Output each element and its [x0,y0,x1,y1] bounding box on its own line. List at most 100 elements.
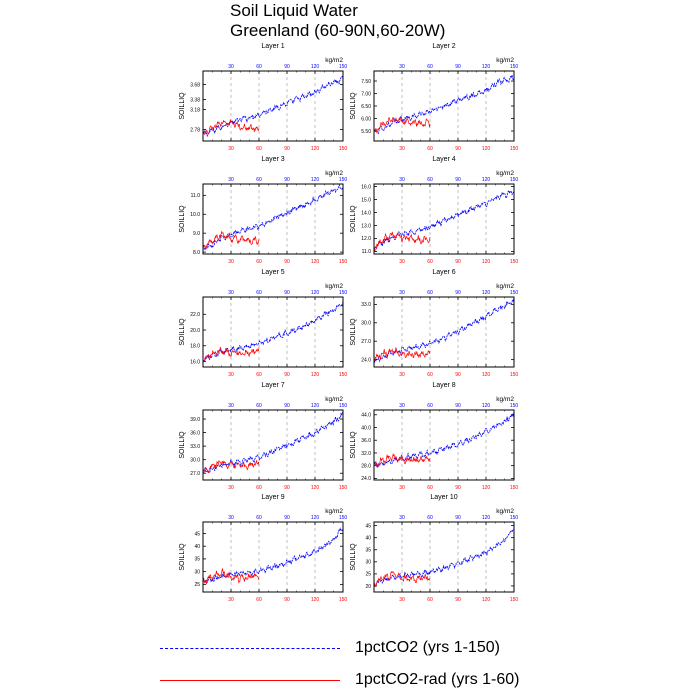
x-tick-label-bottom: 120 [311,146,320,152]
x-tick-label-top: 150 [510,64,519,70]
y-tick-label: 11.0 [362,249,372,255]
y-tick-label: 35 [194,557,200,563]
y-tick-label: 33.0 [190,444,200,450]
x-tick-label-bottom: 60 [427,597,433,603]
x-tick-label-bottom: 90 [455,146,461,152]
x-tick-label-bottom: 150 [510,259,519,265]
y-tick-label: 2.78 [190,127,200,133]
title-line-2: Greenland (60-90N,60-20W) [230,21,446,40]
series-1pctCO2-rad-line [374,116,431,133]
y-tick-label: 8.0 [193,250,200,256]
series-1pctCO2-rad-line [203,567,260,585]
y-tick-label: 11.0 [191,193,201,199]
series-1pctCO2-line [374,413,514,468]
x-tick-label-top: 150 [510,290,519,296]
x-tick-label-top: 90 [284,64,290,70]
y-axis-label: SOILLIQ [350,543,357,571]
y-tick-label: 3.68 [190,82,200,88]
unit-label: kg/m2 [496,170,514,177]
y-axis-label: SOILLIQ [350,431,357,459]
y-tick-label: 40 [194,544,200,550]
panel-frame [202,409,344,481]
x-tick-label-top: 30 [228,64,234,70]
x-tick-label-top: 120 [311,403,320,409]
x-tick-label-bottom: 90 [284,485,290,491]
x-tick-label-bottom: 30 [228,597,234,603]
x-tick-label-bottom: 120 [482,372,491,378]
y-tick-label: 33.0 [361,302,371,308]
x-tick-label-top: 90 [284,177,290,183]
y-tick-label: 15.0 [361,197,371,203]
x-tick-label-top: 120 [482,290,491,296]
y-tick-label: 9.0 [193,231,200,237]
x-tick-label-top: 30 [399,64,405,70]
x-tick-label-bottom: 60 [427,146,433,152]
y-tick-label: 25 [194,582,200,588]
unit-label: kg/m2 [496,57,514,64]
y-axis-label: SOILLIQ [179,205,186,233]
x-tick-label-top: 60 [427,290,433,296]
x-tick-label-bottom: 120 [311,259,320,265]
y-tick-label: 28.0 [361,463,371,469]
x-tick-label-bottom: 30 [228,259,234,265]
panel-frame [373,296,515,368]
y-tick-label: 6.50 [361,104,371,110]
x-tick-label-top: 150 [510,177,519,183]
y-tick-label: 45 [194,531,200,537]
y-tick-label: 20.0 [190,328,200,334]
x-tick-label-top: 30 [399,515,405,521]
title-line-1: Soil Liquid Water [230,1,358,20]
series-1pctCO2-rad-line [203,231,260,250]
series-1pctCO2-line [203,301,343,363]
x-tick-label-bottom: 150 [339,259,348,265]
y-tick-label: 27.0 [190,471,200,477]
x-tick-label-top: 90 [455,515,461,521]
series-1pctCO2-line [203,75,343,138]
x-tick-label-top: 60 [256,290,262,296]
chart-panels: Layer 1 kg/m2 SOILLIQ 30 30 60 60 90 90 120 120 150… [179,43,519,603]
y-tick-label: 3.38 [190,97,200,103]
x-tick-label-bottom: 150 [510,485,519,491]
x-tick-label-top: 60 [256,64,262,70]
y-axis-label: SOILLIQ [179,318,186,346]
y-tick-label: 30 [194,569,200,575]
y-tick-label: 14.0 [361,210,371,216]
y-tick-label: 7.00 [361,91,371,97]
x-tick-label-top: 60 [256,177,262,183]
x-tick-label-bottom: 60 [256,372,262,378]
x-tick-label-bottom: 90 [455,259,461,265]
y-tick-label: 18.0 [190,344,200,350]
x-tick-label-bottom: 120 [311,372,320,378]
y-tick-label: 16.0 [190,359,200,365]
series-1pctCO2-rad-line [374,570,431,588]
panel-frame [202,70,344,142]
unit-label: kg/m2 [325,283,343,290]
panel-title: Layer 4 [432,156,455,163]
x-tick-label-bottom: 30 [399,372,405,378]
y-tick-label: 30.0 [190,457,200,463]
panel-frame [373,409,515,481]
y-tick-label: 13.0 [361,223,371,229]
x-tick-label-bottom: 120 [482,259,491,265]
series-1pctCO2-rad-line [203,118,260,135]
x-tick-label-bottom: 120 [482,146,491,152]
legend-entry-1: 1pctCO2 (yrs 1-150) [160,637,680,661]
x-tick-label-bottom: 150 [339,372,348,378]
x-tick-label-top: 90 [455,403,461,409]
panel-frame [373,183,515,255]
legend-entry-2: 1pctCO2-rad (yrs 1-60) [160,669,680,693]
x-tick-label-bottom: 90 [455,597,461,603]
y-tick-label: 16.0 [361,184,371,190]
y-tick-label: 24.0 [361,476,371,482]
y-tick-label: 35 [365,548,371,554]
x-tick-label-bottom: 60 [427,485,433,491]
series-1pctCO2-rad-line [203,346,260,363]
x-tick-label-top: 60 [427,177,433,183]
x-tick-label-bottom: 120 [311,597,320,603]
x-tick-label-top: 30 [399,177,405,183]
panel-layer-6: Layer 6 kg/m2 SOILLIQ 30 30 60 60 90 90 120 120 150… [350,269,518,378]
x-tick-label-top: 60 [427,515,433,521]
unit-label: kg/m2 [496,283,514,290]
x-tick-label-top: 120 [482,403,491,409]
series-1pctCO2-line [374,528,514,588]
